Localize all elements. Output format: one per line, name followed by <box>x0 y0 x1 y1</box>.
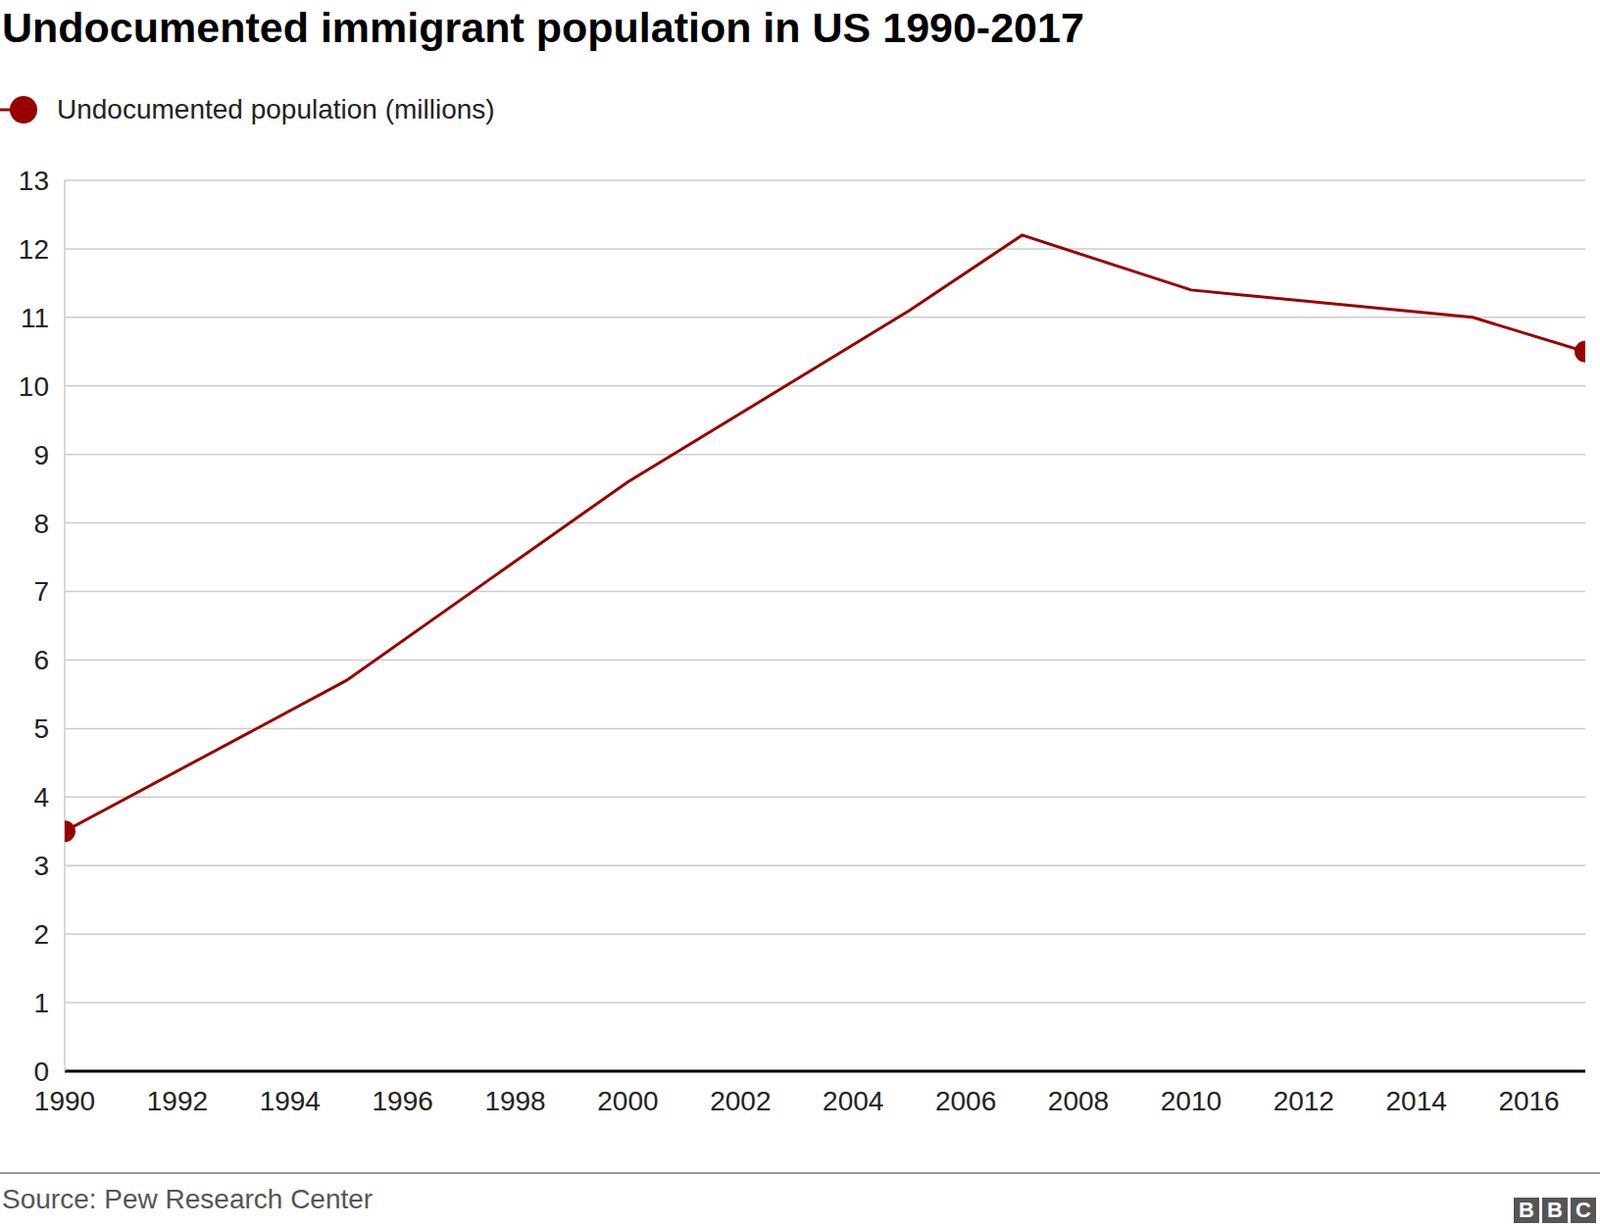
svg-text:3: 3 <box>33 850 50 882</box>
svg-text:1992: 1992 <box>147 1086 208 1117</box>
svg-text:1998: 1998 <box>484 1086 546 1117</box>
svg-text:2012: 2012 <box>1273 1086 1335 1117</box>
svg-text:2: 2 <box>33 919 50 950</box>
svg-text:1: 1 <box>33 988 50 1019</box>
svg-text:2014: 2014 <box>1386 1086 1448 1117</box>
svg-text:2004: 2004 <box>822 1086 884 1117</box>
svg-text:13: 13 <box>18 165 50 197</box>
svg-text:11: 11 <box>20 302 50 334</box>
svg-text:1996: 1996 <box>372 1086 434 1117</box>
svg-text:6: 6 <box>33 645 50 676</box>
svg-text:2006: 2006 <box>935 1086 997 1117</box>
svg-text:12: 12 <box>18 234 50 265</box>
svg-text:1994: 1994 <box>259 1086 321 1117</box>
svg-text:10: 10 <box>18 371 50 402</box>
svg-text:4: 4 <box>33 782 50 813</box>
html-text:Undocumented population (milli: Undocumented population (millions) <box>56 94 495 125</box>
svg-text:0: 0 <box>33 1056 50 1088</box>
svg-text:2000: 2000 <box>597 1086 658 1117</box>
html-text:Source: Pew Research Center: Source: Pew Research Center <box>1 1184 373 1215</box>
svg-text:5: 5 <box>33 713 50 745</box>
svg-text:8: 8 <box>33 508 50 540</box>
svg-text:2002: 2002 <box>709 1086 771 1117</box>
svg-text:2008: 2008 <box>1048 1086 1109 1117</box>
svg-text:9: 9 <box>33 440 50 471</box>
svg-text:1990: 1990 <box>34 1086 96 1117</box>
html-text:C: C <box>1575 1198 1592 1223</box>
svg-text:7: 7 <box>33 576 50 607</box>
svg-text:2016: 2016 <box>1498 1086 1559 1117</box>
html-text:B: B <box>1518 1198 1535 1223</box>
html-text:B: B <box>1547 1198 1563 1223</box>
html-text:Undocumented immigrant populat: Undocumented immigrant population in US … <box>1 3 1085 51</box>
svg-text:2010: 2010 <box>1160 1086 1222 1117</box>
